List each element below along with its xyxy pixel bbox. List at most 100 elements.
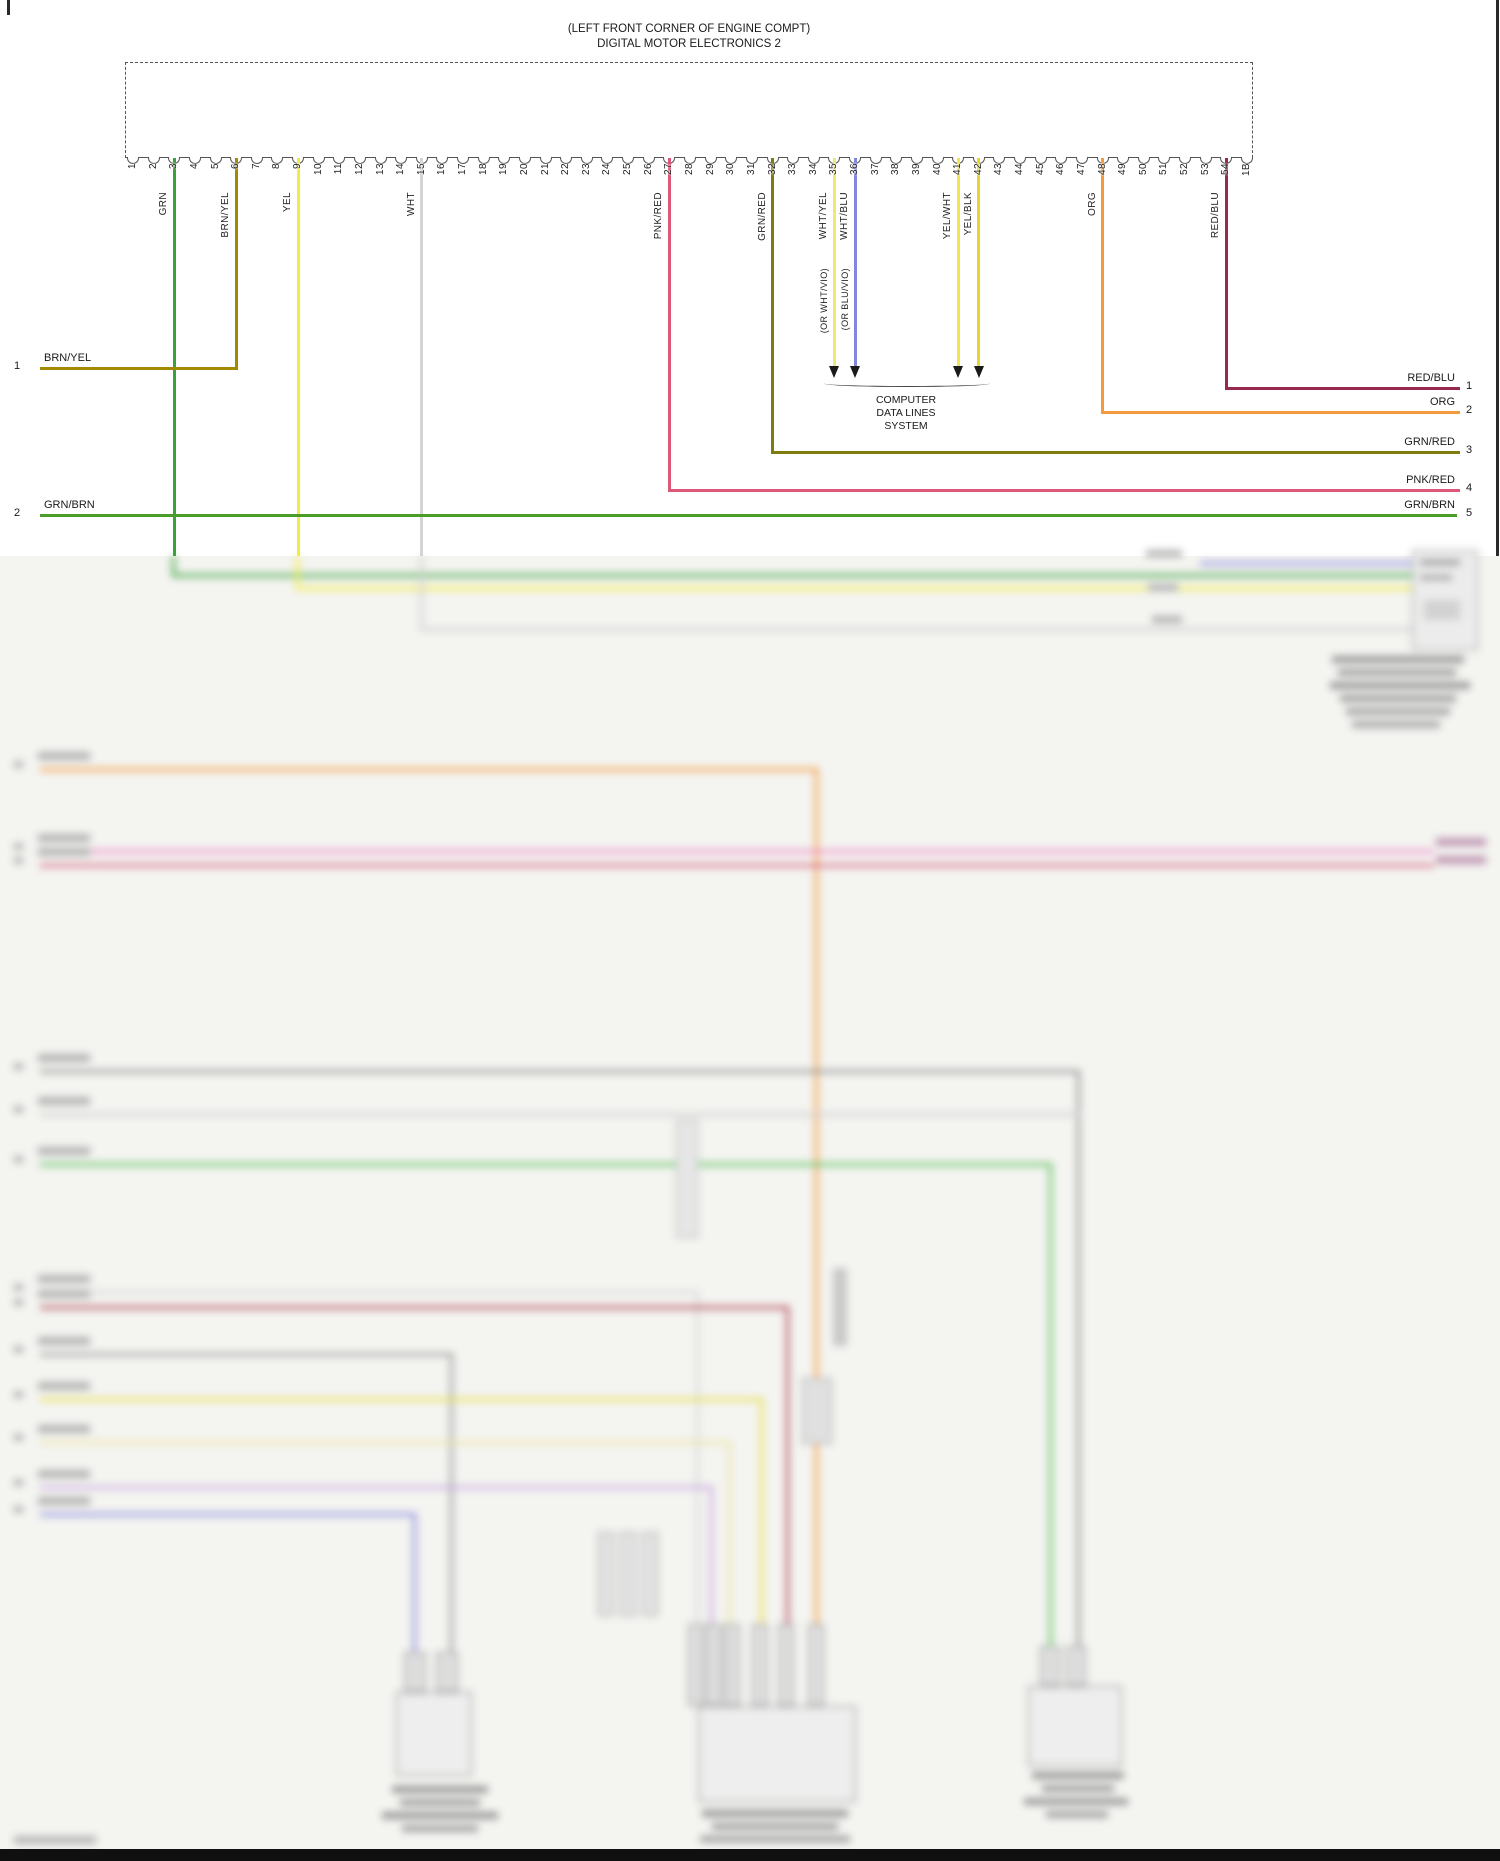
right-terminal-number: 2 (1466, 404, 1473, 416)
wire-wht (420, 158, 424, 556)
wire-red-blu (1224, 158, 1228, 388)
pin-scallop (642, 157, 655, 164)
pin-number: 13 (374, 163, 386, 175)
pin-number: 31 (745, 163, 757, 175)
header-title: DIGITAL MOTOR ELECTRONICS 2 (597, 38, 781, 50)
pin-number: 5 (209, 163, 221, 169)
pin-scallop (188, 157, 201, 164)
left-terminal-label: GRN/BRN (44, 499, 95, 511)
pin-number: 25 (622, 163, 634, 175)
pin-number: 1B (1241, 163, 1252, 177)
pin-scallop (580, 157, 593, 164)
pin-scallop (869, 157, 882, 164)
wire-color-label: YEL (282, 192, 294, 213)
pin-number: 26 (642, 163, 654, 175)
data-lines-caption: COMPUTER (875, 394, 937, 406)
pin-scallop (807, 157, 820, 164)
pin-number: 1 (127, 163, 138, 169)
right-terminal-number: 4 (1466, 482, 1473, 494)
pin-number: 20 (518, 163, 530, 175)
wire-yel-wht (956, 158, 960, 366)
pin-number: 44 (1014, 163, 1026, 175)
pin-scallop (745, 157, 758, 164)
wire-brn-yel (234, 158, 238, 368)
wire-alt-color-label: (OR BLU/VIO) (840, 268, 851, 331)
page-edge-tick (7, 0, 10, 15)
pin-number: 19 (498, 163, 510, 175)
pin-number: 3 (168, 163, 180, 169)
pin-number: 21 (539, 163, 551, 175)
pin-scallop (374, 157, 387, 164)
wire-color-label: GRN/RED (756, 192, 768, 241)
pin-number: 18 (477, 163, 489, 175)
pin-scallop (931, 157, 944, 164)
pin-number: 49 (1117, 163, 1129, 175)
wire-yel (296, 158, 300, 556)
pin-number: 22 (560, 163, 572, 175)
dme2-connector-box (125, 62, 1253, 158)
pin-number: 30 (725, 163, 737, 175)
wire-color-label: BRN/YEL (220, 192, 232, 238)
wire-grn (172, 158, 176, 556)
pin-number: 40 (931, 163, 943, 175)
data-line-arrow-icon (829, 366, 840, 378)
wire-wht-blu (853, 158, 857, 366)
pin-number: 12 (353, 163, 365, 175)
pin-number: 53 (1199, 163, 1211, 175)
pin-scallop (704, 157, 717, 164)
pin-number: 43 (993, 163, 1005, 175)
right-terminal-number: 3 (1466, 444, 1473, 456)
left-terminal-label: BRN/YEL (44, 352, 92, 364)
pin-number: 14 (395, 163, 407, 175)
pin-number: 4 (188, 163, 200, 169)
pin-scallop (477, 157, 490, 164)
data-line-arrow-icon (850, 366, 861, 378)
pin-number: 34 (807, 163, 819, 175)
pin-number: 37 (869, 163, 881, 175)
pin-number: 9 (292, 163, 304, 169)
pin-number: 48 (1096, 163, 1108, 175)
pin-scallop (1137, 157, 1150, 164)
pin-scallop (209, 157, 222, 164)
wire-color-label: ORG (1086, 192, 1098, 216)
right-terminal-number: 1 (1466, 380, 1473, 392)
data-lines-brace (824, 380, 990, 387)
wire-color-label: RED/BLU (1210, 192, 1222, 239)
pin-number: 17 (457, 163, 469, 175)
pin-number: 38 (890, 163, 902, 175)
wire-color-label: WHT/BLU (839, 192, 851, 240)
wire-color-label: YEL/BLK (962, 192, 974, 236)
pin-scallop (539, 157, 552, 164)
pin-number: 10 (312, 163, 324, 175)
pin-number: 50 (1137, 163, 1149, 175)
pin-number: 16 (436, 163, 448, 175)
data-lines-caption: DATA LINES (876, 407, 936, 419)
pin-number: 33 (787, 163, 799, 175)
right-terminal-number: 5 (1466, 507, 1473, 519)
wire-color-label: WHT/YEL (818, 192, 830, 240)
pin-scallop (147, 157, 160, 164)
right-terminal-label: GRN/RED (1404, 436, 1455, 448)
pin-number: 47 (1075, 163, 1087, 175)
pin-number: 23 (580, 163, 592, 175)
pin-number: 39 (910, 163, 922, 175)
pin-number: 36 (849, 163, 861, 175)
pin-scallop (312, 157, 325, 164)
wire-grn-brn (40, 513, 1457, 517)
pin-scallop (1075, 157, 1088, 164)
pin-number: 51 (1158, 163, 1170, 175)
wire-org (1101, 410, 1460, 414)
page-edge-line (1496, 0, 1499, 556)
left-terminal-number: 1 (14, 360, 21, 372)
wire-brn-yel (40, 366, 238, 370)
wire-grn-red (771, 158, 775, 452)
diagram-header: (LEFT FRONT CORNER OF ENGINE COMPT) DIGI… (125, 22, 1253, 52)
pin-number: 2 (147, 163, 159, 169)
pin-number: 29 (704, 163, 716, 175)
wire-yel-blk (977, 158, 981, 366)
wire-color-label: GRN (158, 192, 170, 216)
pin-number: 27 (663, 163, 675, 175)
faded-region-background (0, 556, 1500, 1849)
